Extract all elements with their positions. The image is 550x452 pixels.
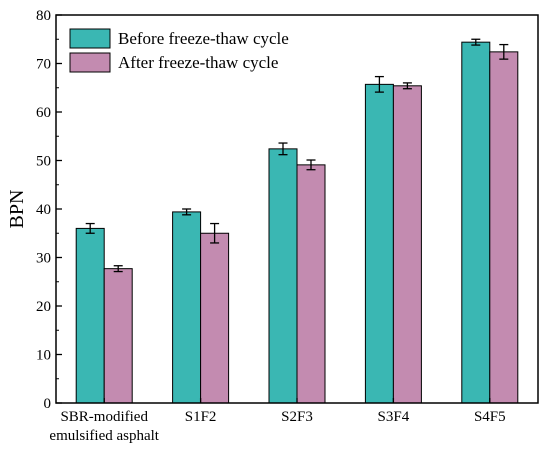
y-tick-label-0: 0 xyxy=(44,396,52,412)
y-tick-label-8: 80 xyxy=(36,8,51,24)
error-bar-s0-c4 xyxy=(471,38,481,46)
bar-s1-c2 xyxy=(296,164,326,404)
error-bar-s0-c0 xyxy=(85,222,95,234)
bar-s0-c1 xyxy=(172,211,202,404)
y-axis-title: BPN xyxy=(6,190,28,229)
x-tick-label-1: S1F2 xyxy=(185,409,217,425)
bar-s0-c3 xyxy=(364,83,394,404)
legend: Before freeze-thaw cycle After freeze-tha… xyxy=(69,28,289,73)
y-tick-label-1: 10 xyxy=(36,348,51,364)
bar-s1-c1 xyxy=(200,232,230,404)
x-tick-label-4: S4F5 xyxy=(474,409,506,425)
error-bar-s1-c2 xyxy=(306,159,316,171)
error-bar-s1-c4 xyxy=(499,43,509,60)
bars-layer xyxy=(75,41,519,404)
bar-s1-c4 xyxy=(489,51,519,404)
x-tick-label-0: SBR-modified emulsified asphalt xyxy=(49,409,159,444)
y-tick-label-2: 20 xyxy=(36,299,51,315)
y-tick-label-6: 60 xyxy=(36,105,51,121)
x-tick-label-2: S2F3 xyxy=(281,409,313,425)
error-bar-s1-c3 xyxy=(402,82,412,90)
y-axis: 0 10 20 30 40 50 60 70 80 xyxy=(36,8,62,412)
bar-s0-c0 xyxy=(75,227,105,404)
error-bar-s0-c1 xyxy=(182,208,192,216)
legend-swatch-0 xyxy=(69,28,111,49)
x-tick-label-3: S3F4 xyxy=(378,409,410,425)
error-bar-s1-c0 xyxy=(113,265,123,273)
bar-s1-c0 xyxy=(103,268,133,404)
y-tick-label-3: 30 xyxy=(36,251,51,267)
legend-label-0: Before freeze-thaw cycle xyxy=(118,29,289,48)
y-tick-label-5: 50 xyxy=(36,154,51,170)
bar-s1-c3 xyxy=(392,85,422,404)
error-bars-layer xyxy=(85,38,509,273)
legend-swatch-1 xyxy=(69,52,111,73)
error-bar-s0-c2 xyxy=(278,142,288,156)
y-tick-label-4: 40 xyxy=(36,202,51,218)
error-bar-s1-c1 xyxy=(210,222,220,244)
bar-s0-c4 xyxy=(461,41,491,404)
error-bar-s0-c3 xyxy=(374,75,384,93)
y-tick-label-7: 70 xyxy=(36,57,51,73)
legend-label-1: After freeze-thaw cycle xyxy=(118,53,278,72)
x-axis: SBR-modified emulsified asphalt S1F2 S2F3 S3… xyxy=(49,398,506,444)
bar-s0-c2 xyxy=(268,148,298,404)
